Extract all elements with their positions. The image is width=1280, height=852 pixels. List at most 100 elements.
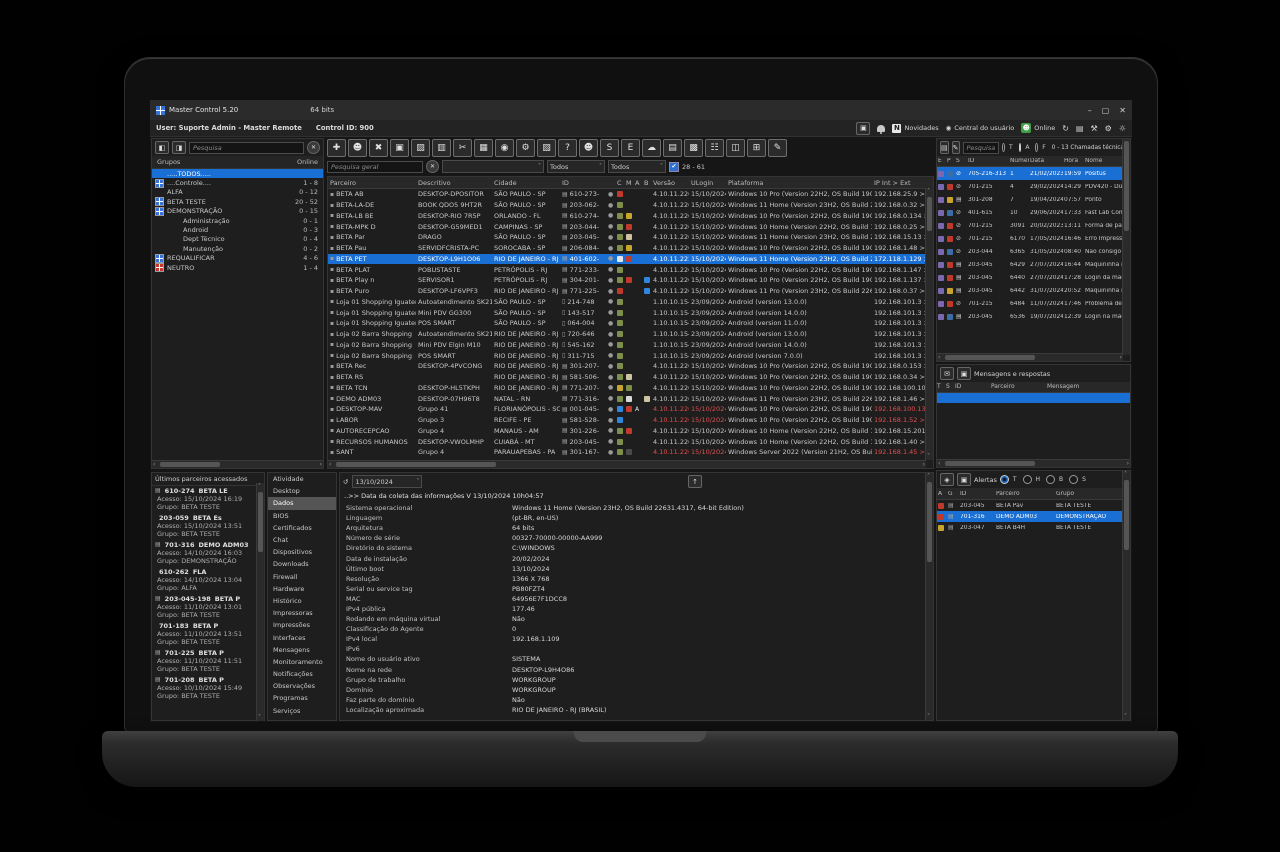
layout-right-icon[interactable]: ◨: [172, 141, 186, 154]
activity-menu-item[interactable]: Histórico: [268, 595, 336, 607]
reload-data-icon[interactable]: ↺: [343, 477, 349, 486]
toolbar-icon[interactable]: ⚙: [516, 139, 535, 157]
recent-partner-item[interactable]: ▤ 203-045-198 BETA P Acesso: 11/10/2024 13…: [152, 594, 264, 621]
alerts-shield-icon[interactable]: ◈: [940, 473, 954, 486]
group-tree-item[interactable]: ALFA 0 - 12: [152, 188, 323, 197]
activity-menu-item[interactable]: Interfaces: [268, 631, 336, 643]
filter-combo-status[interactable]: Todos ˅: [608, 160, 666, 173]
calls-col-e[interactable]: E: [938, 158, 942, 164]
toolbar-icon[interactable]: ✂: [453, 139, 472, 157]
col-c[interactable]: C: [617, 178, 622, 187]
toolbar-icon[interactable]: ▧: [537, 139, 556, 157]
session-badge-icon[interactable]: ▣: [856, 121, 871, 135]
partner-row[interactable]: ▪ BETA Rec DESKTOP-4PVCONG RIO DE JANEIRO…: [328, 361, 933, 372]
lock-icon[interactable]: ▤: [1075, 123, 1084, 133]
settings-gear-icon[interactable]: ⚙: [1104, 123, 1112, 133]
groups-search-input[interactable]: Pesquisa: [189, 141, 304, 154]
alert-row[interactable]: ▤ 701-316 DEMO ADM03 DEMONSTRAÇÃO: [937, 511, 1130, 522]
partner-row[interactable]: ▪ Loja 02 Barra Shopping POS SMART RIO DE…: [328, 350, 933, 361]
toolbar-icon[interactable]: ◫: [726, 139, 745, 157]
toolbar-icon[interactable]: ☻: [579, 139, 598, 157]
collection-date-select[interactable]: 13/10/2024 ˅: [352, 475, 423, 488]
activity-menu-item[interactable]: Desktop: [268, 485, 336, 497]
theme-icon[interactable]: ☼: [1118, 123, 1126, 133]
messages-col-id[interactable]: ID: [955, 384, 962, 390]
activity-menu-item[interactable]: Impressoras: [268, 607, 336, 619]
partner-row[interactable]: ▪ BETA Play n SERVISOR1 PETRÓPOLIS - RJ ▤…: [328, 275, 933, 286]
partner-row[interactable]: ▪ SANT Grupo 4 PARAUAPEBAS - PA ▤ 301-167-…: [328, 447, 933, 458]
group-tree-item[interactable]: ....Controle.... 1 - 8: [152, 178, 323, 188]
group-tree-item[interactable]: NEUTRO 1 - 4: [152, 263, 323, 273]
call-row[interactable]: ⊘ 701-215 3091 20/02/2023 13:11 Forma de…: [937, 219, 1130, 232]
news-label[interactable]: Novidades: [904, 124, 939, 132]
alerts-radio-h[interactable]: [1022, 475, 1032, 484]
alerts-clipboard-icon[interactable]: ▣: [957, 473, 971, 486]
calls-edit-icon[interactable]: ✎: [951, 141, 960, 154]
group-tree-item[interactable]: .....TODOS.....: [152, 169, 323, 179]
toolbar-icon[interactable]: ▩: [684, 139, 703, 157]
toolbar-icon[interactable]: ?: [558, 139, 577, 157]
call-row[interactable]: ⊘ 701-215 4 29/02/2024 14:29 PDV420 - Dú…: [937, 180, 1130, 193]
activity-menu-item[interactable]: Dados: [268, 497, 336, 510]
partner-row[interactable]: ▪ BETA TCN DESKTOP-HL5TKPH RIO DE JANEIRO…: [328, 383, 933, 394]
recent-partner-item[interactable]: 610-262 FLA Acesso: 14/10/2024 13:04 Grup…: [152, 567, 264, 594]
toolbar-icon[interactable]: ▤: [663, 139, 682, 157]
calls-col-p[interactable]: P: [947, 158, 951, 164]
partner-row[interactable]: ▪ BETA AB DESKTOP-DPOSITOR SÃO PAULO - SP…: [328, 189, 933, 200]
toolbar-icon[interactable]: ☷: [705, 139, 724, 157]
calls-radio-a[interactable]: [1018, 143, 1022, 152]
partner-row[interactable]: ▪ Loja 02 Barra Shopping Mini PDV Elgin M…: [328, 340, 933, 351]
call-row[interactable]: ▤ 203-045 6440 27/07/2024 17:28 Login da…: [937, 271, 1130, 284]
call-row[interactable]: ⊘ 203-044 6365 31/05/2024 08:40 Não cons…: [937, 245, 1130, 258]
detail-vscrollbar[interactable]: ˄ ˅: [925, 473, 933, 720]
messages-chat-icon[interactable]: ✉: [940, 367, 954, 380]
activity-menu-item[interactable]: BIOS: [268, 510, 336, 522]
group-tree-item[interactable]: BETA TESTE 20 - 52: [152, 197, 323, 207]
col-a[interactable]: A: [635, 178, 640, 187]
partner-row[interactable]: ▪ BETA Par DRAGO SÃO PAULO - SP ▤ 203-045-…: [328, 232, 933, 243]
user-central-label[interactable]: Central do usuário: [954, 124, 1015, 132]
export-up-icon[interactable]: ↑: [688, 475, 702, 488]
minimize-button[interactable]: –: [1087, 105, 1092, 115]
toolbar-icon[interactable]: ✚: [327, 139, 346, 157]
activity-menu-item[interactable]: Chat: [268, 534, 336, 546]
calls-search-input[interactable]: Pesquisa: [962, 141, 1000, 154]
activity-menu-item[interactable]: Serviços: [268, 705, 336, 717]
messages-col-t[interactable]: T: [937, 384, 941, 390]
recent-partner-item[interactable]: ▤ 701-208 BETA P Acesso: 10/10/2024 15:49 …: [152, 675, 264, 702]
calls-radio-t[interactable]: [1002, 143, 1005, 152]
alerts-col-id[interactable]: ID: [960, 490, 967, 497]
layout-left-icon[interactable]: ◧: [155, 141, 169, 154]
partner-row[interactable]: ▪ BETA PLAT POBUSTASTE PETRÓPOLIS - RJ ▤ 7…: [328, 264, 933, 275]
calls-col-data[interactable]: Data: [1030, 158, 1045, 164]
col-versao[interactable]: Versão: [653, 178, 675, 187]
filter-combo-blank[interactable]: ˅: [442, 160, 544, 173]
partner-row[interactable]: ▪ BETA-LB BE DESKTOP-RIO 7R5P ORLANDO - F…: [328, 211, 933, 222]
alerts-radio-t[interactable]: [999, 475, 1009, 484]
recent-partner-item[interactable]: ▤ 701-225 BETA P Acesso: 11/10/2024 11:51 …: [152, 648, 264, 675]
activity-menu-item[interactable]: Observações: [268, 680, 336, 692]
toolbar-icon[interactable]: ☻: [348, 139, 367, 157]
toolbar-icon[interactable]: ✎: [768, 139, 787, 157]
alerts-vscrollbar[interactable]: ˄ ˅: [1122, 471, 1130, 720]
alerts-col-a[interactable]: A: [938, 490, 943, 497]
activity-menu-item[interactable]: Firewall: [268, 571, 336, 583]
activity-menu-item[interactable]: Monitoramento: [268, 656, 336, 668]
partner-row[interactable]: ▪ DESKTOP-MAV Grupo 41 FLORIANÓPOLIS - SC…: [328, 404, 933, 415]
recent-vscrollbar[interactable]: ˄ ˅: [256, 483, 264, 721]
toolbar-icon[interactable]: S: [600, 139, 619, 157]
recent-partner-item[interactable]: ▤ 610-274 BETA LE Acesso: 15/10/2024 16:19…: [152, 486, 264, 513]
clear-general-search-icon[interactable]: ✕: [426, 160, 439, 173]
tools-icon[interactable]: ⚒: [1090, 123, 1098, 133]
activity-menu-item[interactable]: Programas: [268, 692, 336, 704]
toolbar-icon[interactable]: ◉: [495, 139, 514, 157]
group-tree-item[interactable]: Android 0 - 3: [152, 225, 323, 234]
messages-clipboard-icon[interactable]: ▣: [957, 367, 971, 380]
alert-row[interactable]: ▤ 203-047 BETA B4H BETA TESTE: [937, 522, 1130, 533]
activity-menu-item[interactable]: Hardware: [268, 583, 336, 595]
alerts-radio-b[interactable]: [1046, 475, 1056, 484]
activity-menu-item[interactable]: Dispositivos: [268, 546, 336, 558]
calls-col-nome[interactable]: Nome: [1085, 158, 1103, 164]
toolbar-icon[interactable]: ▨: [411, 139, 430, 157]
col-cidade[interactable]: Cidade: [494, 178, 517, 187]
